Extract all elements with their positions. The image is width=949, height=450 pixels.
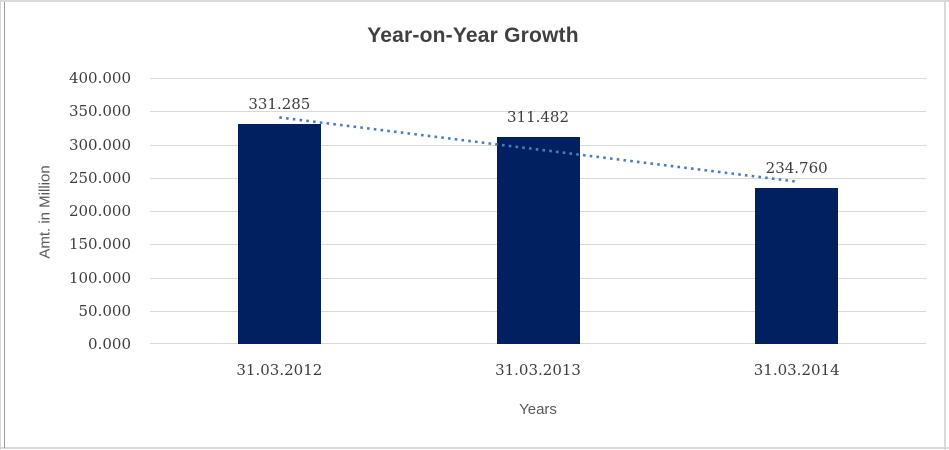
bar-slot: 331.285 — [150, 78, 409, 344]
plot-area: 331.285 311.482 234.760 — [150, 78, 926, 344]
y-tick-label: 100.000 — [68, 268, 131, 287]
x-tick-label: 31.03.2012 — [236, 361, 323, 379]
page-border-left-inner — [4, 2, 5, 448]
bar-slot: 311.482 — [409, 78, 668, 344]
page-border-top — [0, 0, 949, 2]
bar-value-label: 234.760 — [765, 158, 828, 177]
gridline — [150, 111, 926, 113]
y-axis-tick-labels: 400.000 350.000 300.000 250.000 200.000 … — [28, 69, 132, 353]
bar — [755, 187, 839, 344]
bar-value-label: 311.482 — [506, 107, 570, 126]
bar — [496, 136, 580, 344]
gridline — [150, 78, 926, 79]
y-tick-label: 50.000 — [78, 301, 132, 320]
page-border-bottom — [0, 447, 949, 449]
y-tick-label: 0.000 — [88, 335, 131, 353]
bar — [237, 123, 321, 344]
page-border-right — [944, 0, 946, 450]
y-tick-label: 400.000 — [68, 69, 131, 87]
bar-slot: 234.760 — [667, 78, 926, 344]
bar-value-label: 331.285 — [248, 94, 311, 113]
x-axis-tick-labels: 31.03.2012 31.03.2013 31.03.2014 — [150, 361, 926, 380]
x-tick-label: 31.03.2013 — [495, 361, 581, 379]
chart-title: Year-on-Year Growth — [367, 24, 579, 47]
y-tick-label: 350.000 — [68, 102, 131, 121]
y-tick-label: 150.000 — [68, 235, 131, 254]
x-axis-title: Years — [519, 401, 557, 418]
y-tick-label: 300.000 — [68, 135, 131, 154]
trendline — [279, 116, 797, 183]
y-tick-label: 200.000 — [68, 202, 131, 220]
x-tick-label: 31.03.2014 — [753, 361, 840, 379]
y-tick-label: 250.000 — [68, 168, 131, 187]
bar-series: 331.285 311.482 234.760 — [150, 78, 926, 344]
page-border-left — [0, 0, 1, 450]
